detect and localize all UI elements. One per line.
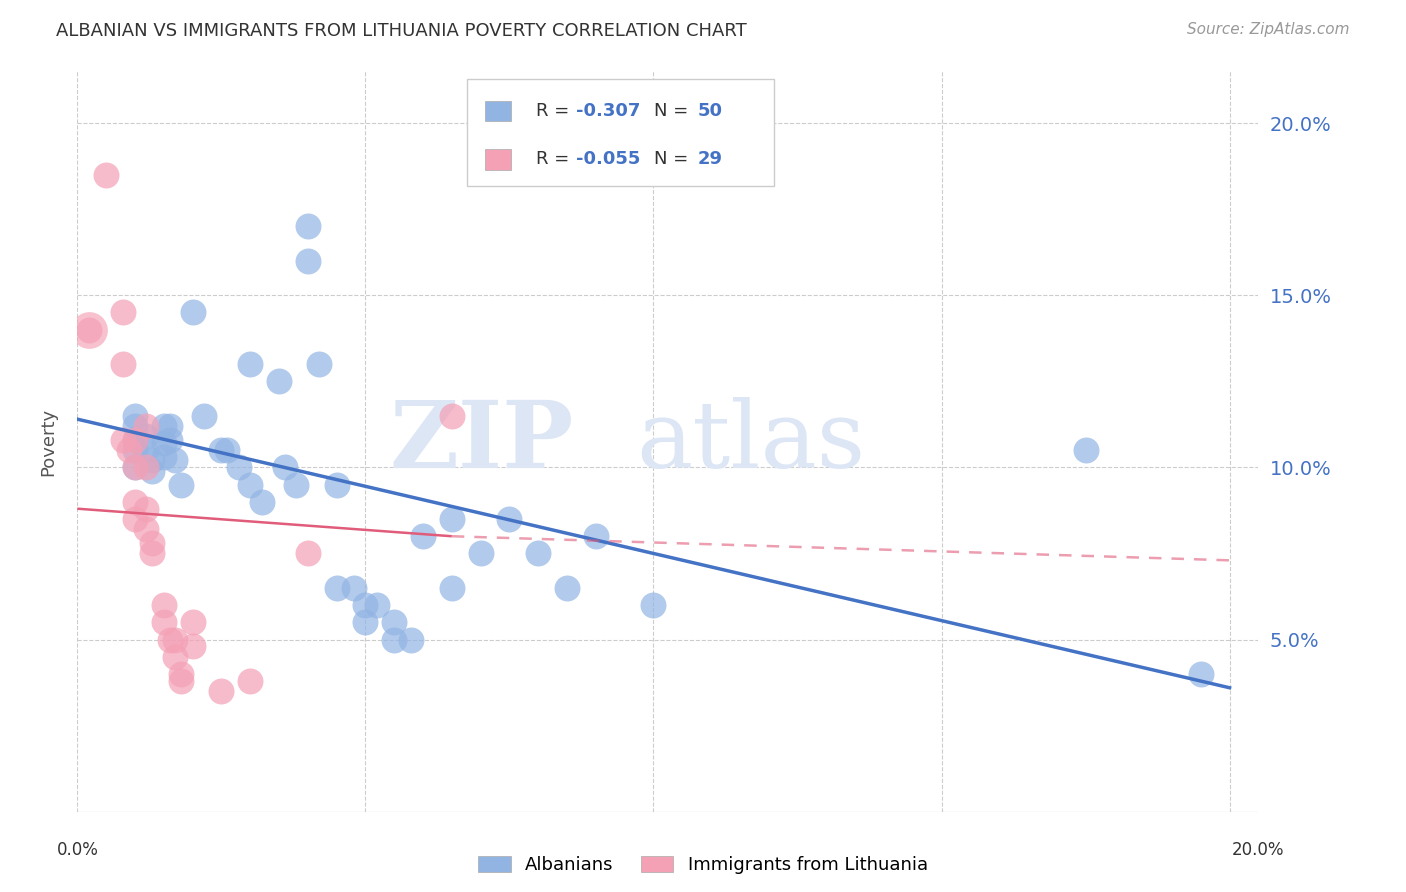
Point — [124, 443, 146, 458]
Point — [170, 673, 193, 688]
Point — [135, 443, 157, 458]
Point — [124, 409, 146, 423]
Point — [135, 429, 157, 443]
Point — [325, 581, 347, 595]
Point — [297, 253, 319, 268]
Point — [152, 598, 174, 612]
Point — [94, 168, 117, 182]
Point — [124, 495, 146, 509]
Point — [401, 632, 423, 647]
Text: Source: ZipAtlas.com: Source: ZipAtlas.com — [1187, 22, 1350, 37]
Bar — [485, 101, 512, 121]
Point — [382, 632, 405, 647]
Point — [217, 443, 239, 458]
Point — [470, 546, 492, 560]
Text: Poverty: Poverty — [39, 408, 56, 475]
Point — [527, 546, 550, 560]
Point — [141, 546, 163, 560]
Point — [440, 581, 463, 595]
Point — [159, 419, 181, 434]
Point — [274, 460, 297, 475]
Point — [555, 581, 578, 595]
Point — [135, 419, 157, 434]
Point — [141, 464, 163, 478]
Point — [325, 477, 347, 491]
Point — [308, 357, 330, 371]
Point — [124, 512, 146, 526]
Point — [152, 450, 174, 464]
Point — [440, 512, 463, 526]
Text: R =: R = — [536, 150, 575, 169]
Point — [141, 453, 163, 467]
Point — [1189, 667, 1212, 681]
Point — [165, 632, 187, 647]
Point — [297, 219, 319, 234]
Point — [1074, 443, 1097, 458]
Point — [152, 419, 174, 434]
Text: N =: N = — [654, 102, 693, 120]
Point — [135, 522, 157, 536]
Point — [159, 433, 181, 447]
Point — [141, 536, 163, 550]
Point — [124, 433, 146, 447]
Point — [297, 546, 319, 560]
Point — [135, 501, 157, 516]
Point — [152, 436, 174, 450]
Point — [354, 615, 377, 630]
Point — [209, 684, 232, 698]
Point — [124, 460, 146, 475]
Point — [267, 374, 290, 388]
Point — [643, 598, 665, 612]
Text: atlas: atlas — [636, 397, 865, 486]
Point — [170, 477, 193, 491]
FancyBboxPatch shape — [467, 78, 775, 186]
Point — [412, 529, 434, 543]
Point — [112, 305, 135, 319]
Text: 0.0%: 0.0% — [56, 841, 98, 859]
Point — [239, 673, 262, 688]
Point — [124, 460, 146, 475]
Point — [250, 495, 273, 509]
Text: -0.055: -0.055 — [575, 150, 640, 169]
Text: -0.307: -0.307 — [575, 102, 640, 120]
Point — [77, 323, 100, 337]
Point — [585, 529, 607, 543]
Text: 29: 29 — [697, 150, 723, 169]
Point — [159, 632, 181, 647]
Point — [382, 615, 405, 630]
Point — [209, 443, 232, 458]
Point — [366, 598, 388, 612]
Point — [181, 305, 204, 319]
Point — [124, 433, 146, 447]
Point — [239, 357, 262, 371]
Point — [239, 477, 262, 491]
Point — [112, 433, 135, 447]
Point — [124, 419, 146, 434]
Point — [193, 409, 215, 423]
Point — [135, 460, 157, 475]
Point — [285, 477, 308, 491]
Legend: Albanians, Immigrants from Lithuania: Albanians, Immigrants from Lithuania — [478, 855, 928, 874]
Point — [181, 615, 204, 630]
Point — [498, 512, 520, 526]
Point — [228, 460, 250, 475]
Bar — [485, 149, 512, 169]
Text: 20.0%: 20.0% — [1232, 841, 1285, 859]
Point — [165, 649, 187, 664]
Text: 50: 50 — [697, 102, 723, 120]
Point — [440, 409, 463, 423]
Point — [152, 615, 174, 630]
Point — [170, 667, 193, 681]
Point — [112, 357, 135, 371]
Point — [77, 323, 100, 337]
Point — [354, 598, 377, 612]
Text: R =: R = — [536, 102, 575, 120]
Text: ZIP: ZIP — [389, 397, 574, 486]
Point — [118, 443, 141, 458]
Text: ALBANIAN VS IMMIGRANTS FROM LITHUANIA POVERTY CORRELATION CHART: ALBANIAN VS IMMIGRANTS FROM LITHUANIA PO… — [56, 22, 747, 40]
Point — [165, 453, 187, 467]
Point — [343, 581, 366, 595]
Point — [181, 640, 204, 654]
Text: N =: N = — [654, 150, 693, 169]
